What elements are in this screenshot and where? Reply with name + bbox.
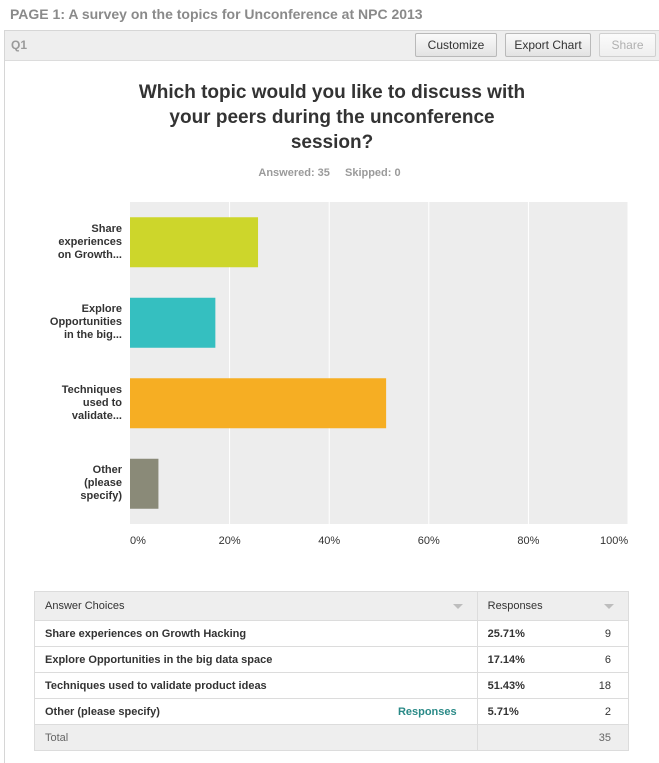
answer-choice: Techniques used to validate product idea… [34, 672, 478, 699]
total-count: 35 [545, 724, 629, 751]
skipped-count: Skipped: 0 [344, 167, 401, 179]
response-percent: 5.71% [476, 698, 546, 725]
category-label-line: Other [92, 464, 122, 477]
question-number: Q1 [11, 38, 28, 52]
chart-title-line: Which topic would you like to discuss wi… [138, 82, 526, 103]
answered-skipped: Answered: 35 Skipped: 0 [0, 167, 659, 179]
tick-label: 60% [417, 535, 440, 547]
total-label: Total [34, 724, 478, 751]
response-count: 9 [545, 620, 629, 647]
category-label-line: validate... [71, 409, 122, 422]
sort-caret-icon[interactable] [452, 604, 463, 609]
response-percent: 25.71% [476, 620, 546, 647]
category-label-line: Opportunities [49, 316, 122, 329]
customize-button[interactable]: Customize [415, 33, 497, 57]
page-title: PAGE 1: A survey on the topics for Uncon… [10, 6, 423, 22]
responses-header[interactable]: Responses [476, 591, 630, 621]
category-label: Other (please specify) [22, 464, 122, 503]
table-row: Explore Opportunities in the big data sp… [34, 646, 629, 673]
category-label: Share experiences on Growth... [22, 223, 122, 262]
tick-label: 40% [318, 535, 341, 547]
share-button[interactable]: Share [599, 33, 656, 57]
category-label: Techniques used to validate... [22, 384, 122, 423]
bar[interactable] [130, 458, 159, 509]
sort-caret-icon[interactable] [604, 604, 614, 609]
bar[interactable] [130, 217, 259, 268]
bar-chart [130, 202, 629, 524]
response-percent: 17.14% [476, 646, 546, 673]
chart-title-line: your peers during the unconference [169, 107, 495, 128]
category-label: Explore Opportunities in the big... [22, 303, 122, 342]
chart-title-line: session? [290, 132, 374, 153]
answered-count: Answered: 35 [258, 167, 330, 179]
response-count: 18 [545, 672, 629, 699]
category-label-line: (please [84, 477, 122, 490]
category-label-line: on Growth... [57, 248, 122, 261]
answer-choices-header[interactable]: Answer Choices [34, 591, 478, 621]
response-count: 2 [545, 698, 629, 725]
category-label-line: Explore [81, 303, 122, 316]
tick-label: 20% [218, 535, 241, 547]
tick-label: 100% [600, 535, 629, 547]
responses-header-label: Responses [487, 600, 543, 612]
tick-label: 80% [517, 535, 540, 547]
answer-choice: Explore Opportunities in the big data sp… [34, 646, 478, 673]
answer-choice-label: Other (please specify) [45, 705, 160, 718]
question-header: Q1 Customize Export Chart Share [5, 31, 659, 61]
total-empty [476, 724, 546, 751]
total-row: Total 35 [34, 724, 629, 751]
responses-table: Answer Choices Responses Share experienc… [34, 591, 630, 751]
category-label-line: specify) [80, 490, 122, 503]
response-percent: 51.43% [476, 672, 546, 699]
other-responses-link[interactable]: Responses [397, 706, 457, 718]
category-label-line: Techniques [61, 383, 122, 396]
category-label-line: experiences [58, 235, 122, 248]
category-label-line: Share [91, 222, 122, 235]
tick-label: 0% [130, 535, 146, 547]
table-row: Share experiences on Growth Hacking 25.7… [34, 620, 629, 647]
chart-title: Which topic would you like to discuss wi… [100, 80, 564, 155]
answer-choice: Share experiences on Growth Hacking [34, 620, 478, 647]
bar[interactable] [130, 297, 216, 348]
table-row: Other (please specify) Responses 5.71% 2 [34, 698, 629, 725]
category-label-line: in the big... [63, 329, 122, 342]
category-label-line: used to [82, 396, 122, 409]
bar[interactable] [130, 378, 387, 429]
export-chart-button[interactable]: Export Chart [505, 33, 591, 57]
answer-choice-other: Other (please specify) Responses [34, 698, 478, 725]
response-count: 6 [545, 646, 629, 673]
table-row: Techniques used to validate product idea… [34, 672, 629, 699]
answer-choices-header-label: Answer Choices [45, 600, 125, 612]
